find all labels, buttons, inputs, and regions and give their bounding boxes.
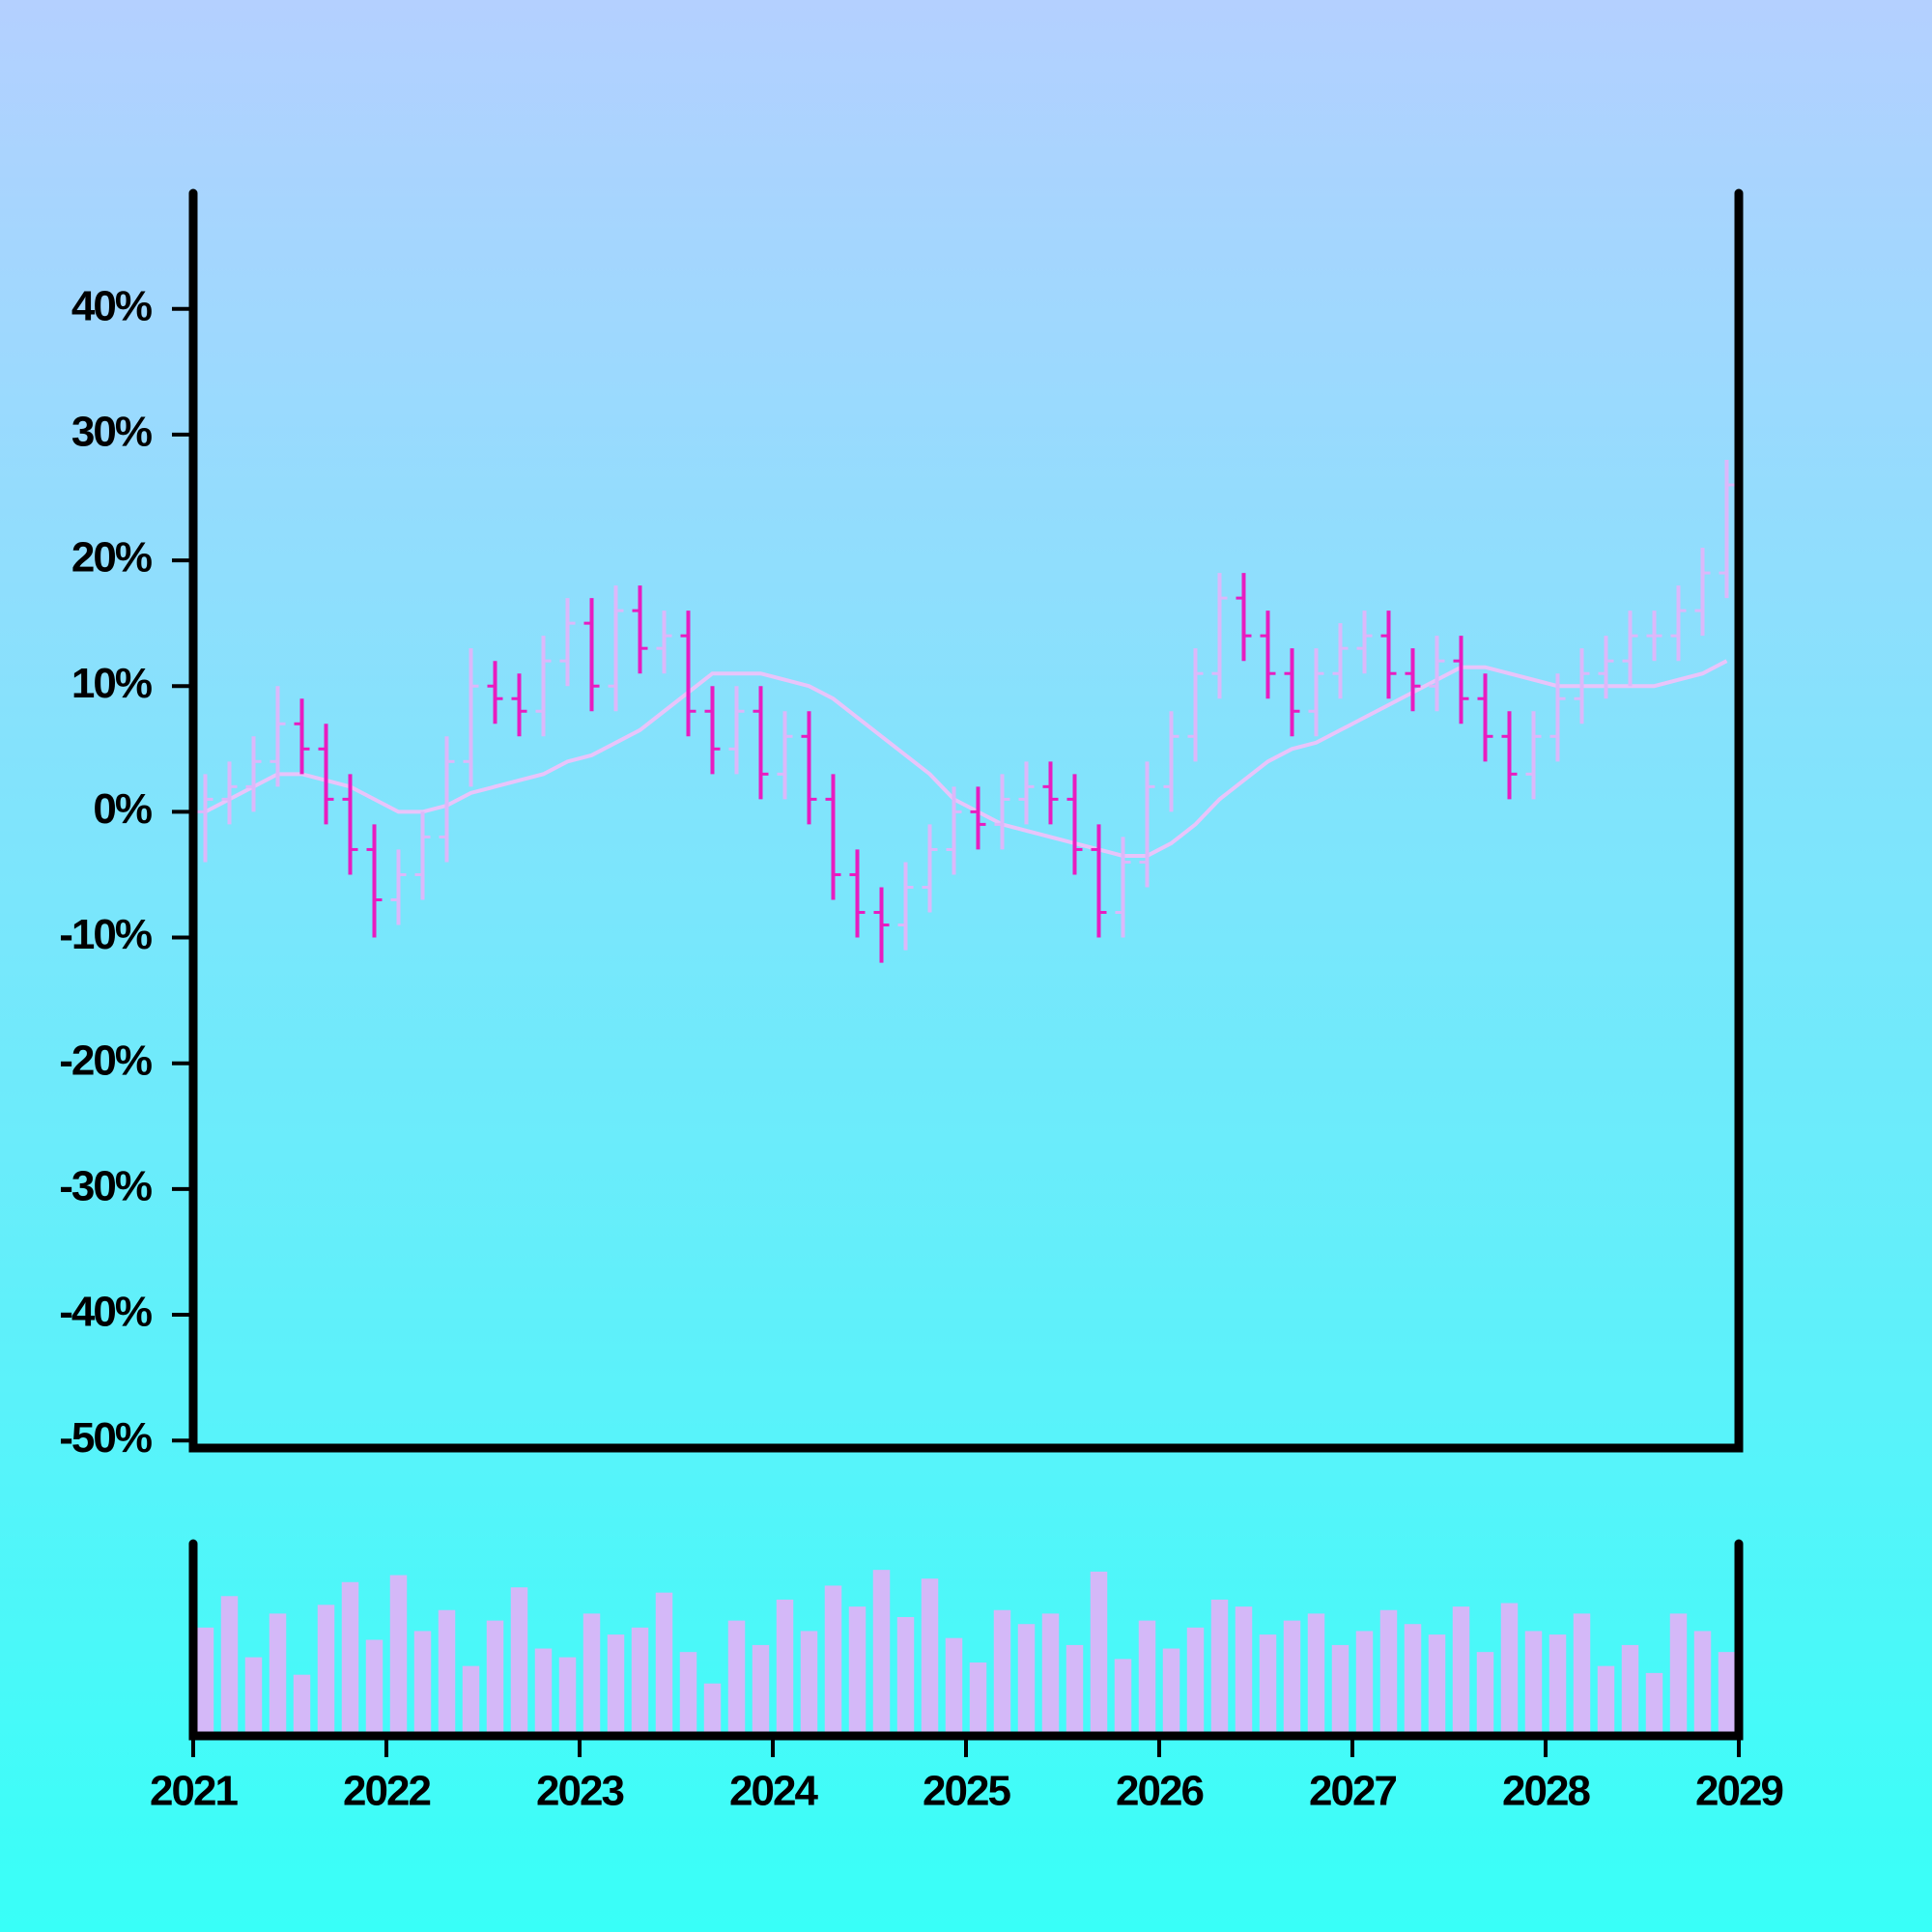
volume-bar: [196, 1627, 214, 1736]
volume-bar: [244, 1657, 263, 1736]
y-tick-label: -10%: [59, 911, 152, 958]
volume-bar: [317, 1605, 335, 1736]
volume-bar: [1307, 1613, 1325, 1736]
price-frame: [188, 188, 1744, 1453]
volume-bar: [848, 1606, 867, 1736]
volume-bar: [1693, 1631, 1712, 1736]
volume-bar: [486, 1620, 504, 1736]
volume-bar: [1379, 1609, 1398, 1736]
volume-bar: [824, 1585, 842, 1736]
x-tick-label: 2027: [1309, 1768, 1396, 1815]
volume-bar: [1548, 1634, 1567, 1736]
volume-bar: [1162, 1648, 1180, 1736]
volume-bar: [1404, 1624, 1422, 1736]
volume-bar: [1573, 1613, 1591, 1736]
volume-bar: [1283, 1620, 1301, 1736]
volume-bar: [993, 1609, 1011, 1736]
volume-bar: [631, 1627, 649, 1736]
volume-bar: [1210, 1599, 1229, 1736]
volume-bar: [655, 1592, 673, 1736]
x-tick-label: 2026: [1116, 1768, 1203, 1815]
volume-bar: [413, 1631, 432, 1736]
volume-bar: [1500, 1603, 1519, 1736]
volume-bar: [1645, 1672, 1663, 1736]
x-tick-label: 2024: [729, 1768, 818, 1815]
volume-bar: [1259, 1634, 1277, 1736]
volume-bar: [1524, 1631, 1543, 1736]
volume-bar: [752, 1644, 770, 1736]
volume-bar: [1138, 1620, 1156, 1736]
x-tick-label: 2025: [923, 1768, 1010, 1815]
volume-bar: [220, 1596, 239, 1736]
volume-bar: [365, 1639, 384, 1736]
volume-bar: [1090, 1571, 1108, 1736]
volume-bar: [1355, 1631, 1374, 1736]
volume-bar: [896, 1616, 915, 1736]
y-tick-label: 40%: [71, 282, 152, 329]
y-tick-label: 10%: [71, 660, 152, 707]
y-tick-label: -30%: [59, 1162, 152, 1209]
x-tick-label: 2023: [536, 1768, 623, 1815]
x-tick-label: 2028: [1502, 1768, 1590, 1815]
volume-bar: [921, 1578, 939, 1736]
volume-bar: [703, 1683, 722, 1736]
y-tick-label: -50%: [59, 1414, 152, 1462]
volume-bar: [462, 1665, 480, 1736]
volume-bar: [727, 1620, 746, 1736]
volume-bar: [1597, 1665, 1615, 1736]
volume-bar: [438, 1609, 456, 1736]
volume-bar: [969, 1662, 987, 1736]
y-tick-label: -40%: [59, 1289, 152, 1336]
volume-bar: [1065, 1644, 1084, 1736]
volume-bar: [558, 1657, 577, 1736]
volume-bar: [800, 1631, 818, 1736]
volume-bar: [1476, 1652, 1494, 1736]
volume-bar: [341, 1581, 359, 1736]
y-tick-label: 30%: [71, 409, 152, 456]
volume-bar: [389, 1575, 408, 1736]
y-tick-label: 0%: [93, 785, 151, 833]
volume-bar: [1331, 1644, 1350, 1736]
volume-bar: [1428, 1634, 1446, 1736]
volume-bar: [1041, 1613, 1060, 1736]
x-tick-label: 2022: [343, 1768, 430, 1815]
volume-bar: [269, 1613, 287, 1736]
volume-bar: [1114, 1659, 1132, 1736]
volume-bar: [534, 1648, 553, 1736]
volume-bar: [1186, 1627, 1205, 1736]
volume-bar: [582, 1613, 601, 1736]
volume-bar: [510, 1587, 528, 1736]
volume-bar: [1621, 1644, 1639, 1736]
volume-bar: [1017, 1624, 1036, 1736]
volume-bar: [776, 1599, 794, 1736]
y-tick-label: -20%: [59, 1037, 152, 1084]
x-tick-label: 2021: [150, 1768, 238, 1815]
volume-bar: [945, 1637, 963, 1736]
volume-bar: [1452, 1606, 1470, 1736]
volume-bar: [1235, 1606, 1253, 1736]
y-tick-label: 20%: [71, 534, 152, 582]
volume-bar: [1669, 1613, 1688, 1736]
moving-average-line: [204, 659, 1728, 858]
volume-bar: [1718, 1652, 1736, 1736]
volume-bar: [607, 1634, 625, 1736]
x-tick-label: 2029: [1695, 1768, 1782, 1815]
volume-bar: [679, 1652, 697, 1736]
volume-bar: [293, 1674, 311, 1736]
volume-bar: [872, 1570, 891, 1736]
